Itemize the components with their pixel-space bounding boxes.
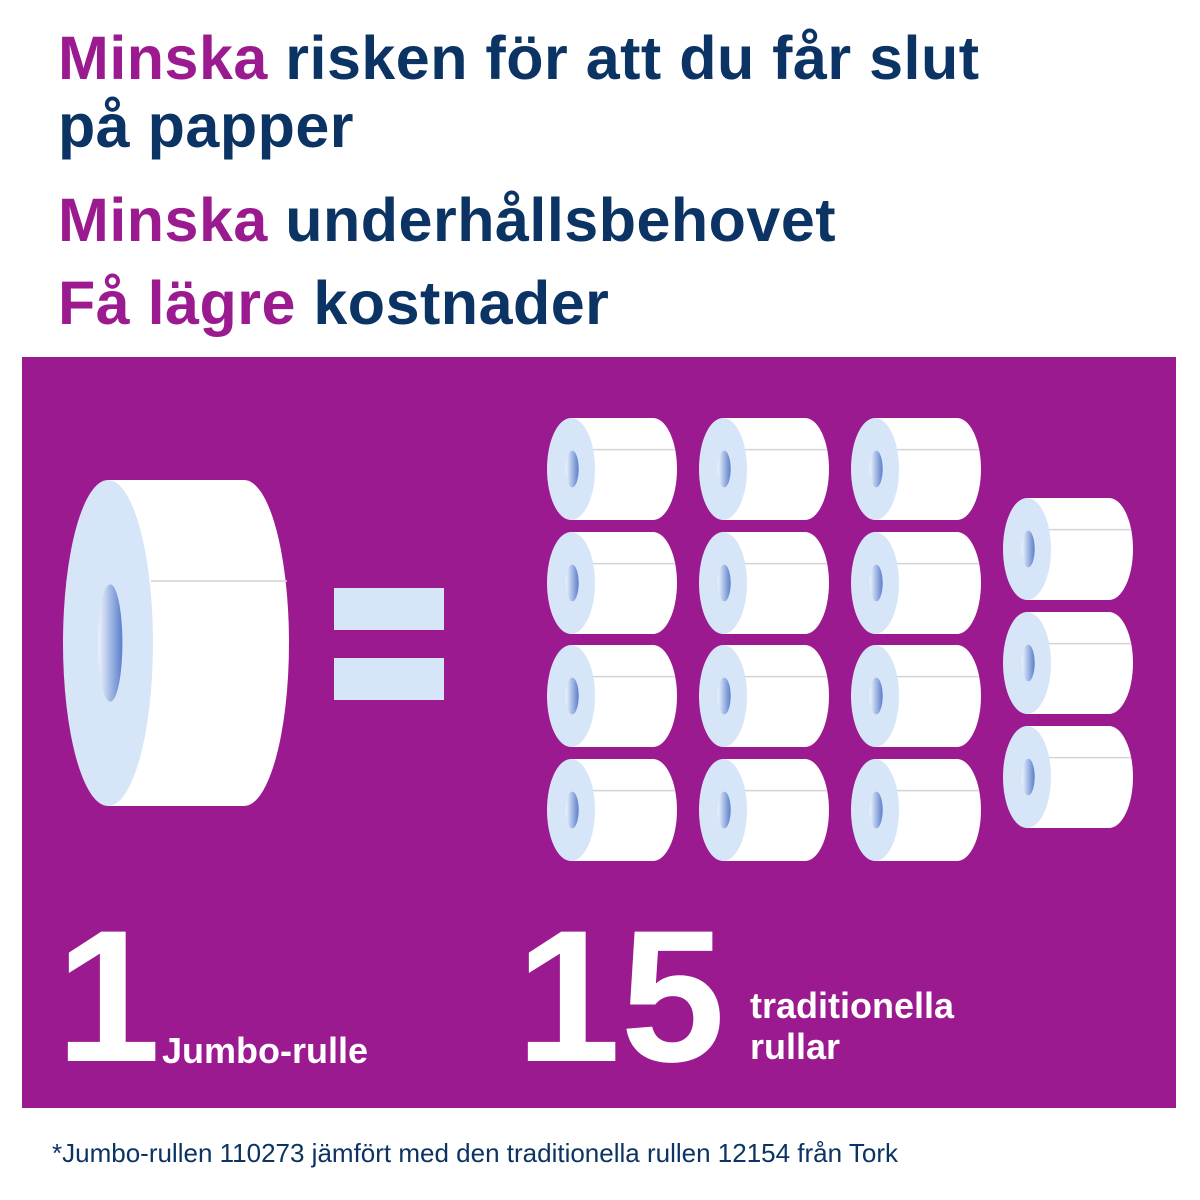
- toilet-roll-icon: [851, 418, 981, 520]
- toilet-roll-icon: [1003, 726, 1133, 828]
- equals-icon-bottom-bar: [334, 658, 444, 700]
- headline-line-1: Minska risken för att du får slut: [58, 24, 980, 92]
- toilet-roll-icon: [851, 759, 981, 861]
- toilet-roll-icon: [547, 418, 677, 520]
- traditional-count: 15: [516, 891, 726, 1101]
- headline-line-4: Få lägre kostnader: [58, 269, 610, 337]
- traditional-label: traditionella rullar: [750, 985, 955, 1068]
- toilet-roll-icon: [851, 532, 981, 634]
- headline-line-3: Minska underhållsbehovet: [58, 186, 837, 254]
- toilet-roll-icon: [547, 532, 677, 634]
- jumbo-label: Jumbo-rulle: [162, 1030, 369, 1071]
- toilet-roll-icon: [547, 645, 677, 747]
- jumbo-roll-icon: [63, 480, 289, 806]
- equals-icon-top-bar: [334, 588, 444, 630]
- toilet-roll-icon: [1003, 498, 1133, 600]
- toilet-roll-icon: [547, 759, 677, 861]
- footnote: *Jumbo-rullen 110273 jämfört med den tra…: [52, 1138, 898, 1168]
- jumbo-count: 1: [56, 891, 161, 1101]
- headline-line-2: på papper: [58, 92, 355, 160]
- toilet-roll-icon: [1003, 612, 1133, 714]
- toilet-roll-icon: [699, 645, 829, 747]
- toilet-roll-icon: [699, 418, 829, 520]
- toilet-roll-icon: [699, 532, 829, 634]
- toilet-roll-icon: [851, 645, 981, 747]
- toilet-roll-icon: [699, 759, 829, 861]
